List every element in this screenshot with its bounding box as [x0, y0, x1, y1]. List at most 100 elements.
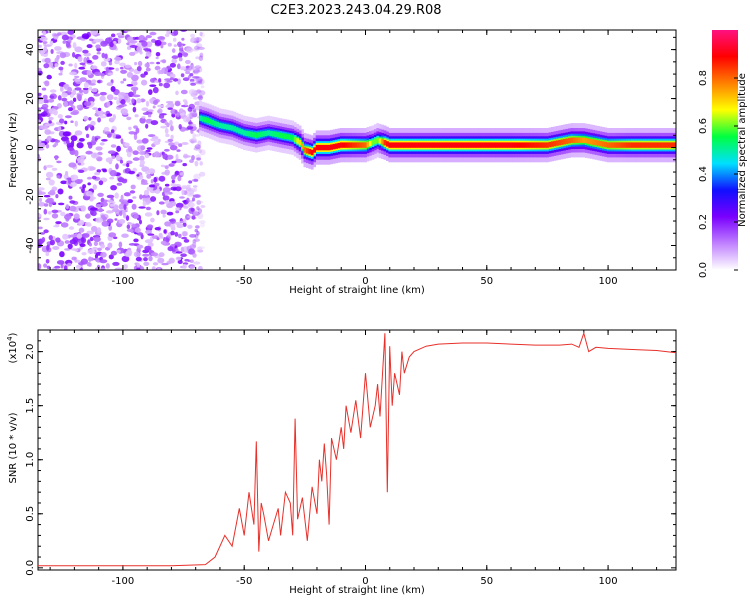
noise-speckle	[64, 120, 68, 125]
noise-speckle	[142, 112, 150, 115]
noise-speckle	[52, 246, 60, 250]
ridge-cell	[582, 137, 586, 143]
noise-speckle	[38, 98, 45, 104]
noise-speckle	[98, 180, 104, 186]
noise-speckle	[60, 136, 69, 142]
noise-speckle	[63, 84, 68, 89]
noise-speckle	[69, 234, 77, 238]
noise-speckle	[46, 245, 50, 251]
ridge-cell	[303, 147, 307, 153]
noise-speckle	[176, 149, 181, 152]
noise-speckle	[105, 66, 109, 73]
noise-speckle	[46, 74, 52, 80]
colorbar-tick-label: 0.8	[698, 70, 709, 86]
noise-speckle	[192, 197, 195, 202]
ridge-cell	[541, 142, 545, 148]
noise-speckle	[54, 265, 61, 269]
ridge-cell	[218, 122, 222, 129]
noise-speckle	[173, 78, 179, 82]
noise-speckle	[164, 148, 170, 152]
ridge-cell	[434, 142, 438, 148]
noise-speckle	[81, 236, 85, 243]
y-tick-label: 20	[25, 92, 36, 105]
ridge-cell	[369, 140, 372, 147]
noise-speckle	[169, 77, 174, 81]
noise-speckle	[59, 52, 67, 59]
noise-speckle	[163, 237, 167, 242]
ridge-cell	[320, 144, 324, 151]
spectrogram-panel: -100 -50 0 50 100 -40 -20 0 20 40 Height of strai…	[8, 29, 677, 296]
noise-speckle	[105, 199, 114, 203]
noise-speckle	[92, 107, 98, 110]
ridge-cell	[490, 142, 494, 148]
noise-speckle	[193, 145, 202, 149]
noise-speckle	[128, 170, 136, 175]
y-tick-label: 0	[25, 144, 36, 150]
noise-speckle	[47, 211, 52, 215]
noise-speckle	[160, 125, 168, 129]
noise-speckle	[165, 200, 169, 205]
noise-speckle	[64, 240, 70, 244]
noise-speckle	[169, 145, 178, 151]
noise-speckle	[161, 68, 165, 74]
noise-speckle	[115, 67, 119, 72]
ridge-cell	[650, 142, 654, 148]
noise-speckle	[126, 71, 134, 78]
noise-speckle	[58, 72, 63, 76]
noise-speckle	[129, 190, 136, 194]
noise-speckle	[150, 138, 158, 142]
noise-speckle	[167, 138, 174, 142]
noise-speckle	[145, 123, 149, 129]
noise-speckle	[119, 92, 126, 96]
ridge-cell	[621, 142, 625, 148]
noise-speckle	[198, 266, 203, 270]
noise-speckle	[92, 184, 98, 191]
noise-speckle	[106, 82, 114, 87]
colorbar: 0.0 0.2 0.4 0.6 0.8 Normalized spectral ampl…	[698, 30, 748, 278]
noise-speckle	[122, 78, 127, 82]
ridge-cell	[386, 141, 389, 147]
noise-speckle	[74, 87, 82, 91]
noise-speckle	[107, 150, 116, 154]
ridge-cell	[660, 142, 663, 148]
noise-speckle	[86, 44, 93, 49]
noise-speckle	[148, 168, 156, 175]
noise-speckle	[80, 258, 88, 265]
ridge-cell	[648, 142, 651, 148]
ridge-cell	[563, 139, 566, 145]
noise-speckle	[76, 233, 83, 239]
noise-speckle	[147, 242, 154, 247]
noise-speckle	[121, 233, 129, 238]
noise-speckle	[67, 30, 75, 35]
noise-speckle	[140, 182, 149, 185]
x-tick-label: -100	[112, 576, 135, 587]
ridge-cell	[238, 128, 241, 134]
noise-speckle	[112, 132, 116, 139]
noise-speckle	[96, 227, 102, 234]
ridge-cell	[376, 137, 380, 143]
noise-speckle	[193, 147, 201, 151]
noise-speckle	[194, 134, 201, 137]
noise-speckle	[95, 146, 103, 151]
noise-speckle	[196, 77, 201, 81]
noise-speckle	[195, 154, 202, 161]
ridge-cell	[388, 142, 392, 148]
ridge-cell	[347, 142, 350, 148]
noise-speckle	[49, 40, 54, 46]
noise-speckle	[54, 155, 58, 161]
ridge-cell	[626, 142, 629, 148]
noise-speckle	[147, 114, 152, 118]
noise-speckle	[134, 114, 139, 118]
ridge-cell	[512, 142, 515, 148]
noise-speckle	[175, 90, 179, 96]
noise-speckle	[175, 153, 179, 161]
ridge-cell	[293, 136, 297, 143]
noise-speckle	[194, 90, 203, 94]
noise-speckle	[199, 161, 203, 166]
noise-speckle	[158, 114, 165, 119]
noise-speckle	[46, 135, 52, 142]
noise-speckle	[197, 246, 205, 250]
y-tick-label: -20	[25, 188, 36, 204]
noise-speckle	[49, 239, 56, 246]
noise-speckle	[196, 206, 200, 211]
